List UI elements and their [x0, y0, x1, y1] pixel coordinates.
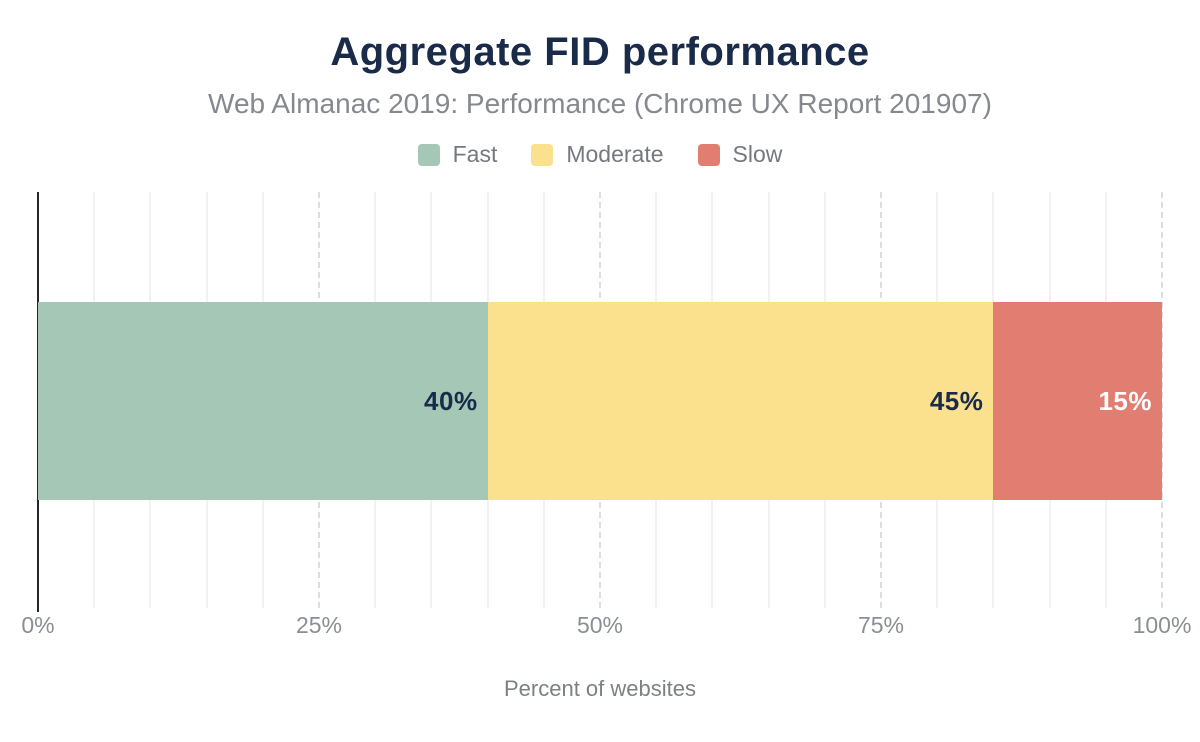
legend-label: Moderate: [566, 141, 664, 167]
x-tick-label-50: 50%: [576, 612, 624, 638]
legend-label: Slow: [732, 141, 783, 167]
legend-item-fast[interactable]: Fast: [417, 141, 498, 168]
bar-segment-value: 45%: [929, 385, 984, 416]
chart-subtitle: Web Almanac 2019: Performance (Chrome UX…: [208, 88, 992, 119]
legend-swatch-fast: [417, 143, 440, 166]
x-tick-label-100: 100%: [1132, 612, 1192, 638]
bar-segment-moderate[interactable]: 45%: [487, 302, 994, 500]
stacked-bar: 40% 45% 15%: [38, 302, 1162, 500]
x-tick-label-0: 0%: [21, 612, 55, 638]
legend-label: Fast: [452, 141, 498, 167]
legend-swatch-slow: [697, 143, 720, 166]
major-gridline: [1161, 192, 1163, 608]
bar-segment-slow[interactable]: 15%: [993, 302, 1162, 500]
x-tick-label-75: 75%: [857, 612, 905, 638]
bar-segment-fast[interactable]: 40%: [38, 302, 488, 500]
x-axis-title: Percent of websites: [504, 676, 696, 701]
bar-segment-value: 40%: [424, 385, 478, 416]
legend: Fast Moderate Slow: [0, 141, 1200, 168]
chart-title: Aggregate FID performance: [330, 30, 870, 74]
legend-item-slow[interactable]: Slow: [697, 141, 783, 168]
legend-item-moderate[interactable]: Moderate: [531, 141, 664, 168]
legend-swatch-moderate: [531, 143, 554, 166]
x-axis-ticks: 0% 25% 50% 75% 100%: [21, 612, 1191, 642]
x-tick-label-25: 25%: [295, 612, 343, 638]
plot-area: 40% 45% 15%: [37, 192, 1163, 612]
bar-segment-value: 15%: [1098, 385, 1152, 416]
